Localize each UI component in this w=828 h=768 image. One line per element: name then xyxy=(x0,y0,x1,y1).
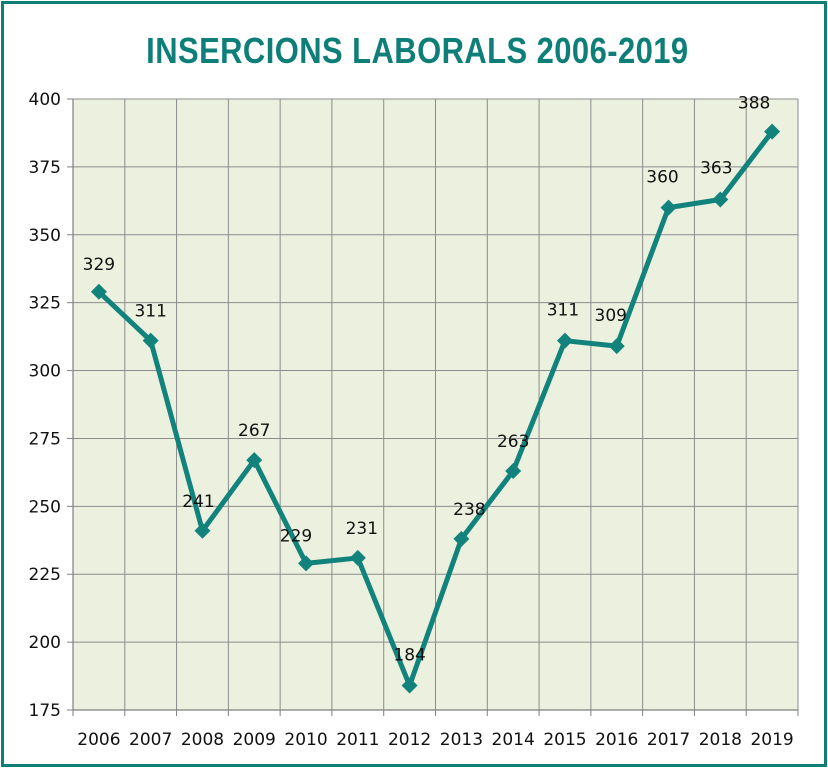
data-label: 363 xyxy=(700,158,732,178)
data-point-marker xyxy=(453,530,470,547)
y-tick-label: 300 xyxy=(29,362,61,382)
x-tick-label: 2010 xyxy=(284,730,327,750)
data-point-marker xyxy=(90,283,107,300)
y-tick-label: 275 xyxy=(29,429,61,449)
data-label: 184 xyxy=(393,646,425,666)
x-tick-label: 2007 xyxy=(129,730,172,750)
data-point-marker xyxy=(556,332,573,349)
series-line xyxy=(96,129,775,689)
x-tick-label: 2018 xyxy=(699,730,742,750)
y-tick-label: 375 xyxy=(29,158,61,178)
data-label: 229 xyxy=(280,526,312,546)
data-point-marker xyxy=(142,332,159,349)
y-tick-label: 175 xyxy=(29,701,61,721)
data-point-marker xyxy=(505,463,522,480)
data-point-marker xyxy=(764,123,781,140)
y-tick-label: 325 xyxy=(29,294,61,314)
data-point-marker xyxy=(298,555,315,572)
x-tick-label: 2019 xyxy=(750,730,793,750)
x-tick-label: 2011 xyxy=(336,730,379,750)
data-point-marker xyxy=(401,677,418,694)
y-tick-label: 350 xyxy=(29,226,61,246)
y-tick-label: 400 xyxy=(29,90,61,110)
x-tick-label: 2017 xyxy=(647,730,690,750)
x-tick-label: 2015 xyxy=(543,730,586,750)
data-label: 238 xyxy=(453,500,485,520)
data-label: 309 xyxy=(595,306,627,326)
y-tick-label: 225 xyxy=(29,565,61,585)
x-tick-label: 2008 xyxy=(181,730,224,750)
data-point-marker xyxy=(246,452,263,469)
data-label: 311 xyxy=(134,302,166,322)
y-tick-label: 200 xyxy=(29,633,61,653)
y-tick-label: 250 xyxy=(29,497,61,517)
x-tick-label: 2014 xyxy=(492,730,535,750)
data-point-marker xyxy=(349,549,366,566)
chart-title: INSERCIONS LABORALS 2006-2019 xyxy=(146,30,689,71)
x-tick-label: 2009 xyxy=(233,730,276,750)
x-tick-label: 2012 xyxy=(388,730,431,750)
x-tick-label: 2013 xyxy=(440,730,483,750)
data-label: 360 xyxy=(646,168,678,188)
data-label: 241 xyxy=(182,492,214,512)
data-label: 231 xyxy=(346,519,378,539)
data-label: 311 xyxy=(547,301,579,321)
x-tick-label: 2006 xyxy=(77,730,120,750)
data-point-marker xyxy=(608,338,625,355)
x-tick-label: 2016 xyxy=(595,730,638,750)
data-point-marker xyxy=(194,522,211,539)
data-point-marker xyxy=(712,191,729,208)
data-label: 388 xyxy=(738,94,770,114)
data-label: 267 xyxy=(238,421,270,441)
data-point-marker xyxy=(660,199,677,216)
data-label: 263 xyxy=(497,432,529,452)
data-label: 329 xyxy=(83,255,115,275)
